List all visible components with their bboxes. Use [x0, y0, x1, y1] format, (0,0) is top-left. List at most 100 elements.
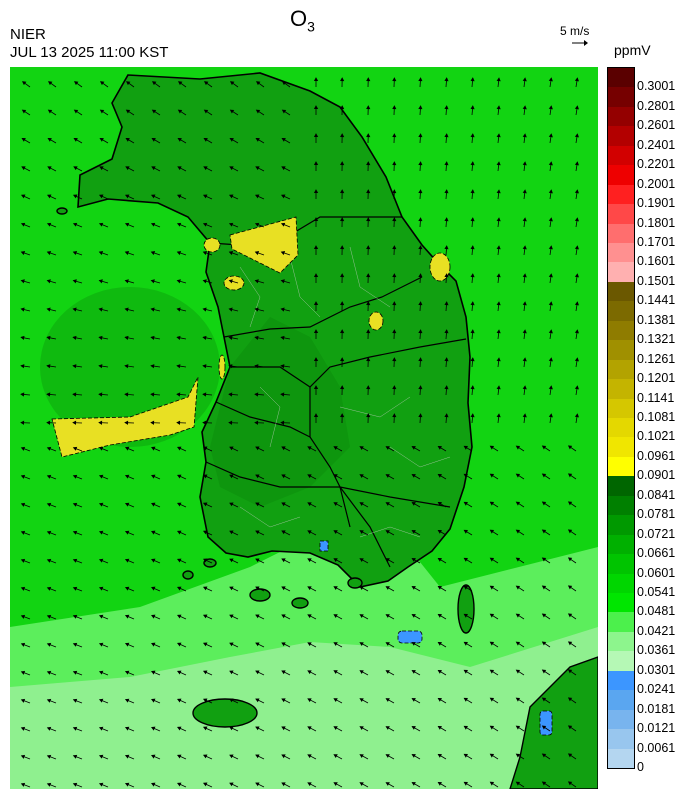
- wind-vector-head: [72, 558, 78, 563]
- wind-vector-head: [281, 726, 286, 731]
- wind-vector-head: [73, 109, 79, 114]
- wind-vector-head: [176, 392, 181, 397]
- wind-vector-head: [567, 669, 573, 674]
- wind-vector-head: [124, 502, 130, 507]
- wind-vector-head: [522, 385, 527, 390]
- legend-tick-label: 0.1501: [637, 273, 676, 288]
- wind-vector-head: [385, 642, 390, 646]
- title-text: O: [290, 6, 308, 31]
- wind-vector-head: [124, 530, 130, 535]
- wind-vector-head: [20, 364, 25, 369]
- wind-vector-head: [411, 586, 416, 590]
- wind-vector-head: [151, 726, 156, 731]
- high-ozone-patch-incheon: [203, 237, 221, 253]
- wind-vector-head: [437, 473, 442, 478]
- wind-vector-head: [281, 754, 286, 759]
- wind-vector-head: [444, 413, 449, 418]
- wind-vector-head: [151, 166, 156, 171]
- low-ozone-patch-port: [319, 540, 329, 552]
- wind-vector-head: [98, 530, 104, 535]
- wind-vector-head: [548, 189, 553, 194]
- wind-vector-head: [567, 753, 573, 758]
- wind-vector-head: [255, 754, 260, 759]
- wind-vector-head: [548, 217, 553, 222]
- legend-tick-label: 0.1601: [637, 254, 676, 269]
- wind-vector-head: [574, 301, 579, 306]
- wind-vector-head: [411, 530, 416, 534]
- wind-vector-head: [280, 392, 285, 397]
- wind-vector-head: [333, 670, 338, 674]
- wind-vector-head: [176, 364, 181, 369]
- legend-tick-label: 0.0781: [637, 507, 676, 522]
- wind-vector-head: [463, 529, 468, 534]
- legend-swatch: [608, 281, 634, 302]
- wind-vector-head: [22, 81, 27, 86]
- wind-vector-head: [567, 641, 573, 646]
- wind-vector-head: [177, 137, 182, 142]
- wind-vector-head: [99, 166, 104, 171]
- wind-vector-head: [567, 781, 573, 786]
- wind-vector-head: [411, 698, 416, 702]
- wind-vector-head: [515, 501, 521, 506]
- wind-vector-head: [151, 642, 156, 647]
- wind-vector-head: [151, 782, 156, 787]
- wind-vector-head: [392, 189, 397, 194]
- wind-vector-head: [98, 335, 103, 340]
- wind-vector-head: [46, 279, 51, 284]
- wind-vector-head: [496, 329, 501, 334]
- wind-vector-head: [202, 335, 207, 340]
- wind-vector-head: [20, 726, 26, 731]
- wind-vector-head: [255, 726, 260, 731]
- wind-vector-head: [541, 473, 547, 478]
- wind-vector-head: [522, 273, 527, 278]
- wind-vector-head: [515, 753, 521, 758]
- wind-vector-head: [229, 109, 235, 114]
- legend-swatch: [608, 495, 634, 516]
- wind-vector-head: [548, 161, 553, 166]
- legend-swatch: [608, 690, 634, 711]
- wind-vector-head: [496, 385, 501, 390]
- wind-vector-head: [98, 279, 103, 284]
- wind-vector-head: [254, 364, 259, 369]
- wind-vector-head: [470, 273, 475, 278]
- legend-tick-label: 0.0721: [637, 526, 676, 541]
- legend-swatch: [608, 165, 634, 186]
- wind-vector-head: [254, 307, 259, 312]
- wind-vector-head: [74, 81, 79, 86]
- wind-vector-head: [124, 614, 130, 619]
- wind-vector-head: [281, 782, 286, 787]
- wind-vector-head: [463, 585, 468, 590]
- wind-vector-head: [229, 166, 234, 171]
- legend-tick-label: 0.2401: [637, 137, 676, 152]
- legend-tick-label: 0.1261: [637, 351, 676, 366]
- wind-vector-head: [444, 385, 449, 390]
- wind-vector-head: [496, 189, 501, 194]
- low-ozone-patch-sea: [397, 630, 423, 644]
- wind-vector-head: [177, 670, 182, 675]
- wind-vector-head: [489, 613, 495, 618]
- wind-vector-head: [567, 501, 573, 506]
- wind-vector-head: [177, 558, 182, 563]
- wind-vector-head: [307, 754, 312, 759]
- wind-vector-head: [437, 557, 442, 562]
- wind-vector-head: [359, 502, 364, 506]
- wind-vector-head: [280, 279, 285, 284]
- wind-vector-head: [124, 586, 130, 591]
- legend-swatch: [608, 729, 634, 750]
- low-ozone-patches: [319, 540, 553, 736]
- wind-vector-head: [307, 502, 312, 507]
- legend-tick-label: 0.0601: [637, 565, 676, 580]
- wind-vector-head: [333, 530, 338, 534]
- wind-vector-head: [281, 698, 286, 703]
- wind-vector-head: [203, 109, 209, 114]
- wind-vector-head: [228, 420, 233, 425]
- wind-vector-head: [444, 357, 449, 362]
- wind-vector-head: [228, 250, 234, 256]
- wind-vector-head: [366, 413, 371, 418]
- wind-vector-head: [150, 420, 155, 425]
- wind-vector-head: [437, 529, 442, 534]
- wind-vector-head: [72, 754, 78, 759]
- wind-vector-head: [574, 357, 579, 362]
- wind-vector-head: [46, 670, 52, 675]
- wind-vector-head: [574, 217, 579, 222]
